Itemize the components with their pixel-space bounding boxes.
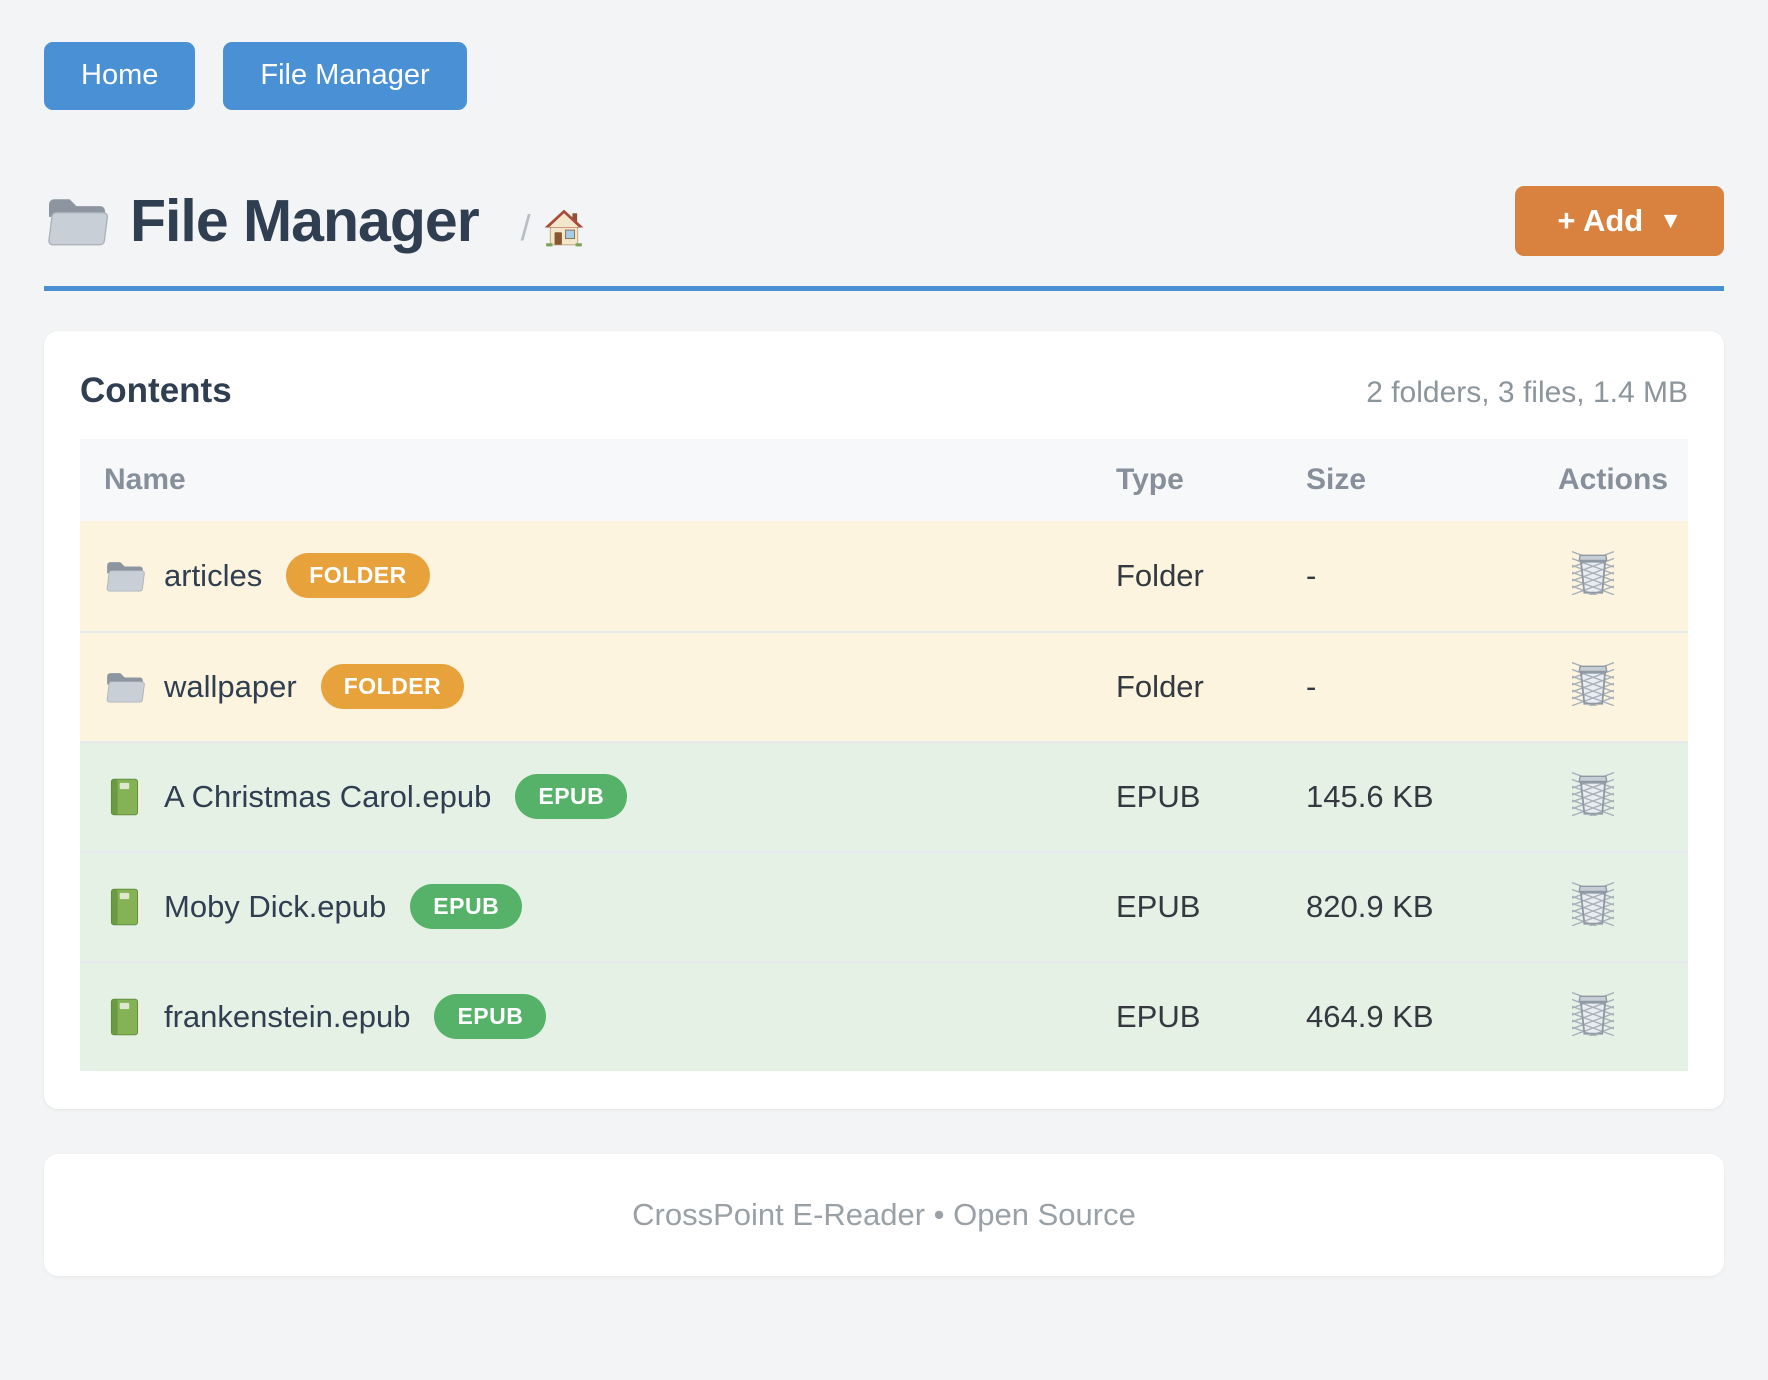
delete-button[interactable] (1572, 549, 1614, 595)
chevron-down-icon: ▼ (1659, 207, 1682, 234)
page-title: File Manager (130, 187, 480, 254)
files-table: Name Type Size Actions articles FOLDER F… (80, 438, 1688, 1071)
add-button-label: + Add (1557, 202, 1644, 238)
table-header-row: Name Type Size Actions (80, 438, 1688, 521)
col-header-actions: Actions (1558, 462, 1669, 496)
file-size: 820.9 KB (1306, 888, 1434, 924)
file-type: EPUB (1116, 998, 1201, 1034)
name-cell: A Christmas Carol.epub EPUB (80, 774, 1116, 820)
book-icon (104, 886, 146, 928)
contents-card-header: Contents 2 folders, 3 files, 1.4 MB (80, 371, 1688, 411)
footer: CrossPoint E-Reader • Open Source (44, 1153, 1724, 1276)
table-row[interactable]: articles FOLDER Folder - (80, 520, 1688, 631)
contents-title: Contents (80, 370, 232, 410)
page: Home File Manager File Manager / + Add ▼… (44, 0, 1724, 1276)
trash-icon (1572, 990, 1614, 1036)
file-size: - (1306, 668, 1317, 704)
col-header-name: Name (104, 462, 186, 496)
breadcrumb-separator: / (520, 206, 531, 248)
title-wrap: File Manager / (44, 187, 585, 255)
trash-icon (1572, 660, 1614, 706)
table-row[interactable]: frankenstein.epub EPUB EPUB 464.9 KB (80, 960, 1688, 1071)
table-row[interactable]: A Christmas Carol.epub EPUB EPUB 145.6 K… (80, 740, 1688, 851)
footer-text: CrossPoint E-Reader • Open Source (632, 1196, 1136, 1232)
name-cell: frankenstein.epub EPUB (80, 994, 1116, 1040)
file-type: EPUB (1116, 888, 1201, 924)
file-name[interactable]: A Christmas Carol.epub (164, 778, 492, 814)
trash-icon (1572, 770, 1614, 816)
delete-button[interactable] (1572, 660, 1614, 706)
contents-table-body: articles FOLDER Folder - wallpaper FOLDE… (80, 520, 1688, 1071)
folder-icon (44, 193, 110, 249)
file-type-badge: EPUB (515, 774, 628, 820)
actions-cell (1558, 880, 1688, 934)
top-nav: Home File Manager (44, 0, 1724, 110)
table-row[interactable]: Moby Dick.epub EPUB EPUB 820.9 KB (80, 850, 1688, 961)
file-type: EPUB (1116, 778, 1201, 814)
file-name[interactable]: wallpaper (164, 668, 297, 704)
file-name[interactable]: Moby Dick.epub (164, 888, 387, 924)
file-type-badge: FOLDER (320, 664, 465, 710)
name-cell: articles FOLDER (80, 553, 1116, 599)
folder-icon (104, 555, 146, 597)
delete-button[interactable] (1572, 880, 1614, 926)
contents-card: Contents 2 folders, 3 files, 1.4 MB Name… (44, 330, 1724, 1109)
file-type-badge: EPUB (434, 994, 547, 1040)
actions-cell (1558, 549, 1688, 603)
file-size: 464.9 KB (1306, 998, 1434, 1034)
file-size: 145.6 KB (1306, 778, 1434, 814)
nav-file-manager-button[interactable]: File Manager (223, 42, 467, 110)
file-type-badge: FOLDER (286, 553, 430, 599)
breadcrumb: / (521, 207, 585, 249)
trash-icon (1572, 549, 1614, 595)
actions-cell (1558, 660, 1688, 714)
nav-home-button[interactable]: Home (44, 42, 196, 110)
actions-cell (1558, 990, 1688, 1044)
col-header-type: Type (1116, 462, 1184, 496)
actions-cell (1558, 770, 1688, 824)
add-button[interactable]: + Add ▼ (1515, 185, 1724, 256)
title-rule (44, 285, 1724, 291)
house-icon[interactable] (543, 207, 585, 249)
col-header-size: Size (1306, 462, 1367, 496)
folder-icon (104, 666, 146, 708)
name-cell: Moby Dick.epub EPUB (80, 884, 1116, 930)
contents-summary: 2 folders, 3 files, 1.4 MB (1366, 375, 1688, 409)
file-type: Folder (1116, 668, 1204, 704)
book-icon (104, 996, 146, 1038)
file-type-badge: EPUB (410, 884, 523, 930)
trash-icon (1572, 880, 1614, 926)
table-row[interactable]: wallpaper FOLDER Folder - (80, 630, 1688, 741)
file-size: - (1306, 557, 1317, 593)
file-type: Folder (1116, 557, 1204, 593)
book-icon (104, 776, 146, 818)
file-name[interactable]: frankenstein.epub (164, 998, 411, 1034)
page-header: File Manager / + Add ▼ (44, 185, 1724, 256)
file-name[interactable]: articles (164, 557, 263, 593)
delete-button[interactable] (1572, 990, 1614, 1036)
name-cell: wallpaper FOLDER (80, 664, 1116, 710)
delete-button[interactable] (1572, 770, 1614, 816)
